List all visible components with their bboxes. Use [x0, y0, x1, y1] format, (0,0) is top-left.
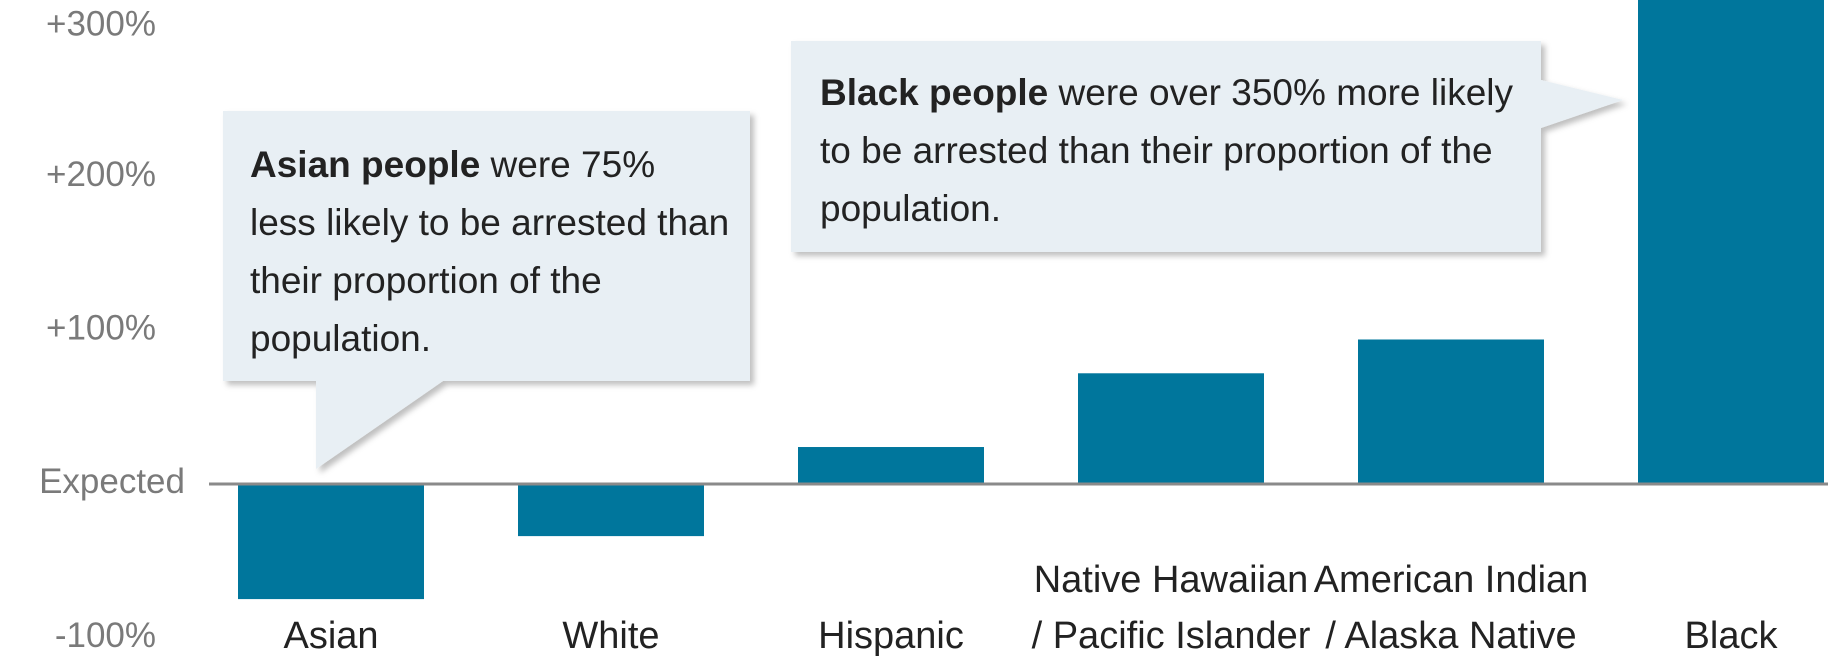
y-tick-label: +100% — [46, 309, 156, 348]
y-tick-label: -100% — [55, 616, 156, 655]
annotation: Asian people were 75% less likely to be … — [250, 136, 730, 368]
y-tick-label: Expected — [39, 462, 185, 501]
callout-box — [223, 111, 750, 469]
annotation: Black people were over 350% more likely … — [820, 64, 1520, 238]
annotation-text: were over 350% more likely to be arreste… — [820, 72, 1514, 229]
callout-box — [791, 41, 1623, 252]
bar — [798, 447, 984, 484]
x-tick-label: Hispanic — [818, 615, 964, 657]
bar — [1078, 373, 1264, 484]
annotation-text: were 75% less likely to be arrested than… — [250, 144, 730, 359]
x-tick-label: Asian — [283, 615, 379, 657]
annotation-bold: Black people — [820, 72, 1049, 113]
annotation-bold: Asian people — [250, 144, 481, 185]
bar — [238, 483, 424, 600]
x-tick-label: White — [562, 615, 660, 657]
x-tick-label: Native Hawaiian / Pacific Islander — [1031, 559, 1311, 657]
x-tick-label: American Indian / Alaska Native — [1313, 559, 1589, 657]
bar — [518, 483, 704, 537]
bar — [1638, 0, 1824, 484]
x-tick-label: Black — [1684, 615, 1778, 657]
bar — [1358, 339, 1544, 484]
y-tick-label: +300% — [46, 4, 156, 43]
y-tick-label: +200% — [46, 155, 156, 194]
